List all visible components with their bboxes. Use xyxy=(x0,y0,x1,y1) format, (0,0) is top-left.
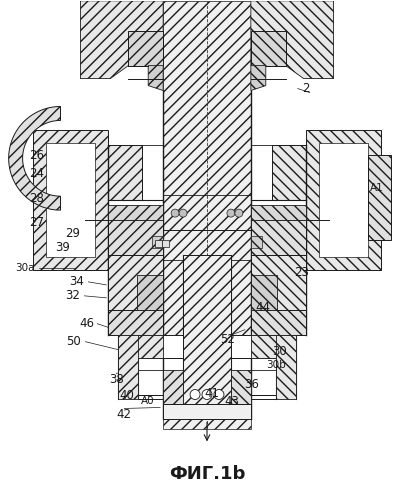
Polygon shape xyxy=(368,156,390,240)
Polygon shape xyxy=(250,236,261,248)
Text: 52: 52 xyxy=(220,333,235,346)
Polygon shape xyxy=(118,358,295,395)
Polygon shape xyxy=(118,334,295,357)
Text: 29: 29 xyxy=(65,226,80,239)
Polygon shape xyxy=(250,255,305,310)
Polygon shape xyxy=(137,275,163,310)
Polygon shape xyxy=(250,275,276,310)
Polygon shape xyxy=(275,334,295,400)
Polygon shape xyxy=(271,146,305,200)
Polygon shape xyxy=(108,146,142,200)
Polygon shape xyxy=(271,215,305,255)
Polygon shape xyxy=(80,1,163,78)
Polygon shape xyxy=(9,106,60,210)
Text: 50: 50 xyxy=(66,335,81,348)
Text: 44: 44 xyxy=(255,302,270,314)
Text: 38: 38 xyxy=(109,373,123,386)
Text: 24: 24 xyxy=(29,167,44,180)
Polygon shape xyxy=(163,404,250,419)
Polygon shape xyxy=(250,66,265,90)
Polygon shape xyxy=(108,255,163,310)
Polygon shape xyxy=(152,236,163,248)
Circle shape xyxy=(202,390,211,400)
Circle shape xyxy=(214,390,223,400)
Polygon shape xyxy=(45,144,95,257)
Polygon shape xyxy=(183,255,230,420)
Circle shape xyxy=(190,390,199,400)
Text: 32: 32 xyxy=(65,290,80,302)
Polygon shape xyxy=(250,220,305,255)
Polygon shape xyxy=(155,240,162,247)
Polygon shape xyxy=(162,240,169,247)
Text: 27: 27 xyxy=(29,216,44,228)
Text: 43: 43 xyxy=(224,395,239,408)
Circle shape xyxy=(179,209,187,217)
Polygon shape xyxy=(33,130,108,270)
Text: 46: 46 xyxy=(79,318,94,330)
Text: 40: 40 xyxy=(119,389,134,402)
Text: 26: 26 xyxy=(29,149,44,162)
Text: 28: 28 xyxy=(29,192,44,204)
Polygon shape xyxy=(128,30,163,66)
Polygon shape xyxy=(318,144,368,257)
Text: 30: 30 xyxy=(272,345,287,358)
Polygon shape xyxy=(163,1,250,430)
Text: 30a: 30a xyxy=(15,263,34,273)
Polygon shape xyxy=(108,220,163,255)
Text: 23: 23 xyxy=(294,266,309,280)
Text: A1: A1 xyxy=(368,183,382,193)
Polygon shape xyxy=(250,30,285,66)
Circle shape xyxy=(226,209,234,217)
Text: 42: 42 xyxy=(116,408,131,421)
Polygon shape xyxy=(250,334,295,357)
Text: 34: 34 xyxy=(69,276,84,288)
Text: 2: 2 xyxy=(301,82,309,95)
Polygon shape xyxy=(148,66,163,90)
Circle shape xyxy=(234,209,242,217)
Text: ФИГ.1b: ФИГ.1b xyxy=(169,465,244,483)
Polygon shape xyxy=(250,1,333,78)
Polygon shape xyxy=(250,310,305,334)
Polygon shape xyxy=(118,334,163,357)
Polygon shape xyxy=(305,130,380,270)
Polygon shape xyxy=(163,370,183,404)
Circle shape xyxy=(171,209,179,217)
Polygon shape xyxy=(250,205,305,220)
Text: 41: 41 xyxy=(204,387,219,400)
Polygon shape xyxy=(108,205,163,220)
Text: 36: 36 xyxy=(244,378,259,391)
Polygon shape xyxy=(118,334,138,400)
Polygon shape xyxy=(108,310,163,334)
Text: A0: A0 xyxy=(141,396,154,406)
Text: 30b: 30b xyxy=(265,360,285,370)
Polygon shape xyxy=(108,215,142,255)
Polygon shape xyxy=(230,370,250,404)
Text: 39: 39 xyxy=(55,240,70,254)
